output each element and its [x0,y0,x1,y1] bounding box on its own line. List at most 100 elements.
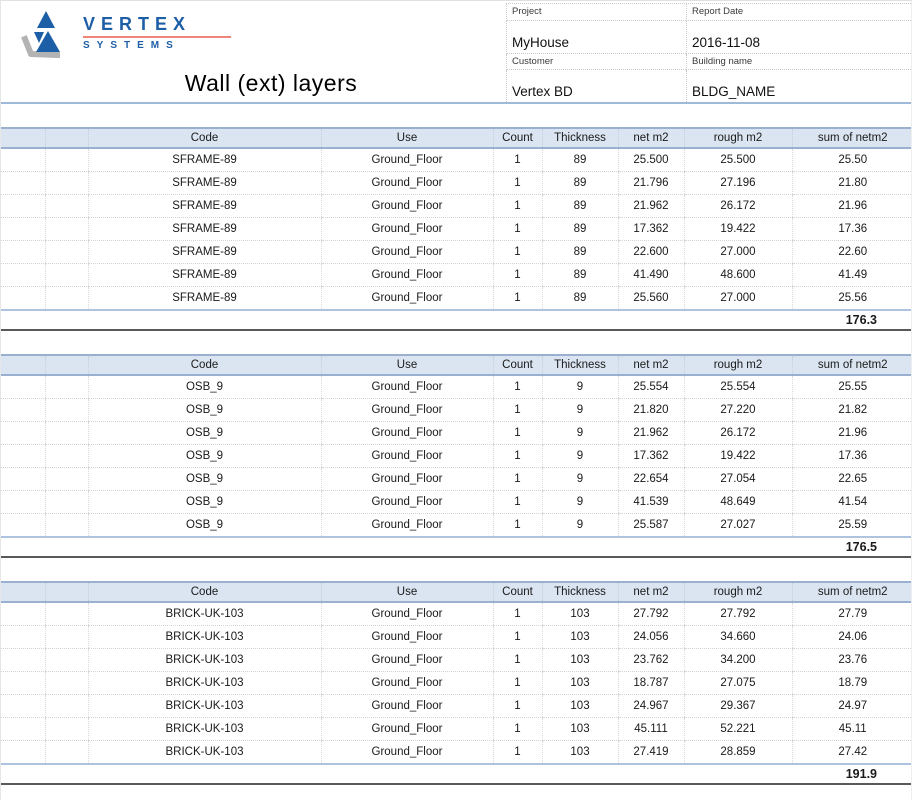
table-cell: OSB_9 [87,421,321,445]
table-cell: 1 [492,171,542,195]
table-cell: 28.859 [683,740,792,764]
table-cell: 9 [541,490,618,514]
table-cell: 1 [492,263,542,287]
table-row: SFRAME-89 Ground_Floor 1 89 25.560 27.000 25.5… [1,286,911,310]
table-cell: 1 [492,421,542,445]
table-row: BRICK-UK-103 Ground_Floor 1 103 45.111 52.221… [1,717,911,741]
table-cell [44,467,88,491]
table-cell: 27.054 [683,467,792,491]
table-cell: 1 [492,602,542,626]
table-row: BRICK-UK-103 Ground_Floor 1 103 24.056 34.660… [1,625,911,649]
table-cell [44,625,88,649]
table-cell: 89 [541,263,618,287]
table-cell: 22.600 [617,240,684,264]
column-header: Use [320,581,493,603]
table-cell: OSB_9 [87,444,321,468]
table-cell [1,375,45,399]
table-cell: 23.762 [617,648,684,672]
table-cell: 103 [541,625,618,649]
table-cell: 19.422 [683,217,792,241]
table-row: SFRAME-89 Ground_Floor 1 89 25.500 25.500 25.5… [1,148,911,172]
table-cell [1,648,45,672]
sum-total-value: 176.5 [792,536,911,558]
table-cell: 21.962 [617,421,684,445]
table-cell: 22.65 [791,467,911,491]
table-cell: Ground_Floor [320,694,493,718]
table-cell: 21.96 [791,194,911,218]
column-header: net m2 [617,581,684,603]
table-cell: Ground_Floor [320,740,493,764]
table-cell: SFRAME-89 [87,286,321,310]
table-cell [44,513,88,537]
brand-subtitle: SYSTEMS [83,40,180,51]
table-cell [44,171,88,195]
table-cell [1,421,45,445]
total-row-spacer [1,309,792,331]
column-header: sum of netm2 [791,354,911,376]
table-header-row: Code Use Count Thickness net m2 rough m2 sum o… [1,354,911,376]
table-cell: 9 [541,467,618,491]
table-cell [44,444,88,468]
table-row: OSB_9 Ground_Floor 1 9 41.539 48.649 41.54 [1,490,911,514]
table-cell: 9 [541,444,618,468]
table-cell [1,217,45,241]
table-cell: 27.220 [683,398,792,422]
table-row: OSB_9 Ground_Floor 1 9 17.362 19.422 17.36 [1,444,911,468]
table-cell: SFRAME-89 [87,171,321,195]
layers-table-section-brick: Code Use Count Thickness net m2 rough m2 sum o… [1,581,911,785]
table-cell: BRICK-UK-103 [87,740,321,764]
table-cell: 27.419 [617,740,684,764]
table-cell: 27.000 [683,240,792,264]
table-row: SFRAME-89 Ground_Floor 1 89 41.490 48.600 41.4… [1,263,911,287]
table-cell: 1 [492,513,542,537]
table-cell: 25.59 [791,513,911,537]
table-cell: SFRAME-89 [87,217,321,241]
table-cell: OSB_9 [87,513,321,537]
table-cell: 27.792 [683,602,792,626]
table-cell: 24.97 [791,694,911,718]
table-cell: 21.82 [791,398,911,422]
table-cell: SFRAME-89 [87,194,321,218]
layers-table-section-osb: Code Use Count Thickness net m2 rough m2 sum o… [1,354,911,558]
table-cell: Ground_Floor [320,194,493,218]
table-cell: 18.79 [791,671,911,695]
table-cell: 89 [541,171,618,195]
table-cell [44,671,88,695]
table-cell: Ground_Floor [320,444,493,468]
table-cell: 22.654 [617,467,684,491]
table-cell [1,263,45,287]
table-cell: SFRAME-89 [87,148,321,172]
page-title: Wall (ext) layers [184,70,358,96]
table-header-row: Code Use Count Thickness net m2 rough m2 sum o… [1,581,911,603]
table-cell [1,717,45,741]
table-cell: BRICK-UK-103 [87,625,321,649]
table-cell: 9 [541,398,618,422]
table-cell [1,694,45,718]
brand-name: VERTEX [83,14,192,34]
column-header: Thickness [541,127,618,149]
table-cell: 103 [541,602,618,626]
logo-text: VERTEX SYSTEMS [83,9,231,51]
table-row: BRICK-UK-103 Ground_Floor 1 103 24.967 29.367… [1,694,911,718]
table-cell [44,263,88,287]
table-cell: BRICK-UK-103 [87,648,321,672]
table-cell: 24.06 [791,625,911,649]
report-date-value: 2016-11-08 [686,21,911,54]
building-name-label: Building name [686,54,911,70]
table-cell: 1 [492,740,542,764]
table-cell: 25.554 [683,375,792,399]
table-cell: 25.554 [617,375,684,399]
table-cell: Ground_Floor [320,286,493,310]
table-cell [44,240,88,264]
table-cell: Ground_Floor [320,717,493,741]
sum-total-value: 176.3 [792,309,911,331]
column-header: Count [492,354,542,376]
table-cell: Ground_Floor [320,217,493,241]
column-header: Use [320,127,493,149]
table-cell [44,602,88,626]
column-header: rough m2 [683,581,792,603]
column-header: rough m2 [683,354,792,376]
table-cell: 1 [492,148,542,172]
table-cell: Ground_Floor [320,398,493,422]
